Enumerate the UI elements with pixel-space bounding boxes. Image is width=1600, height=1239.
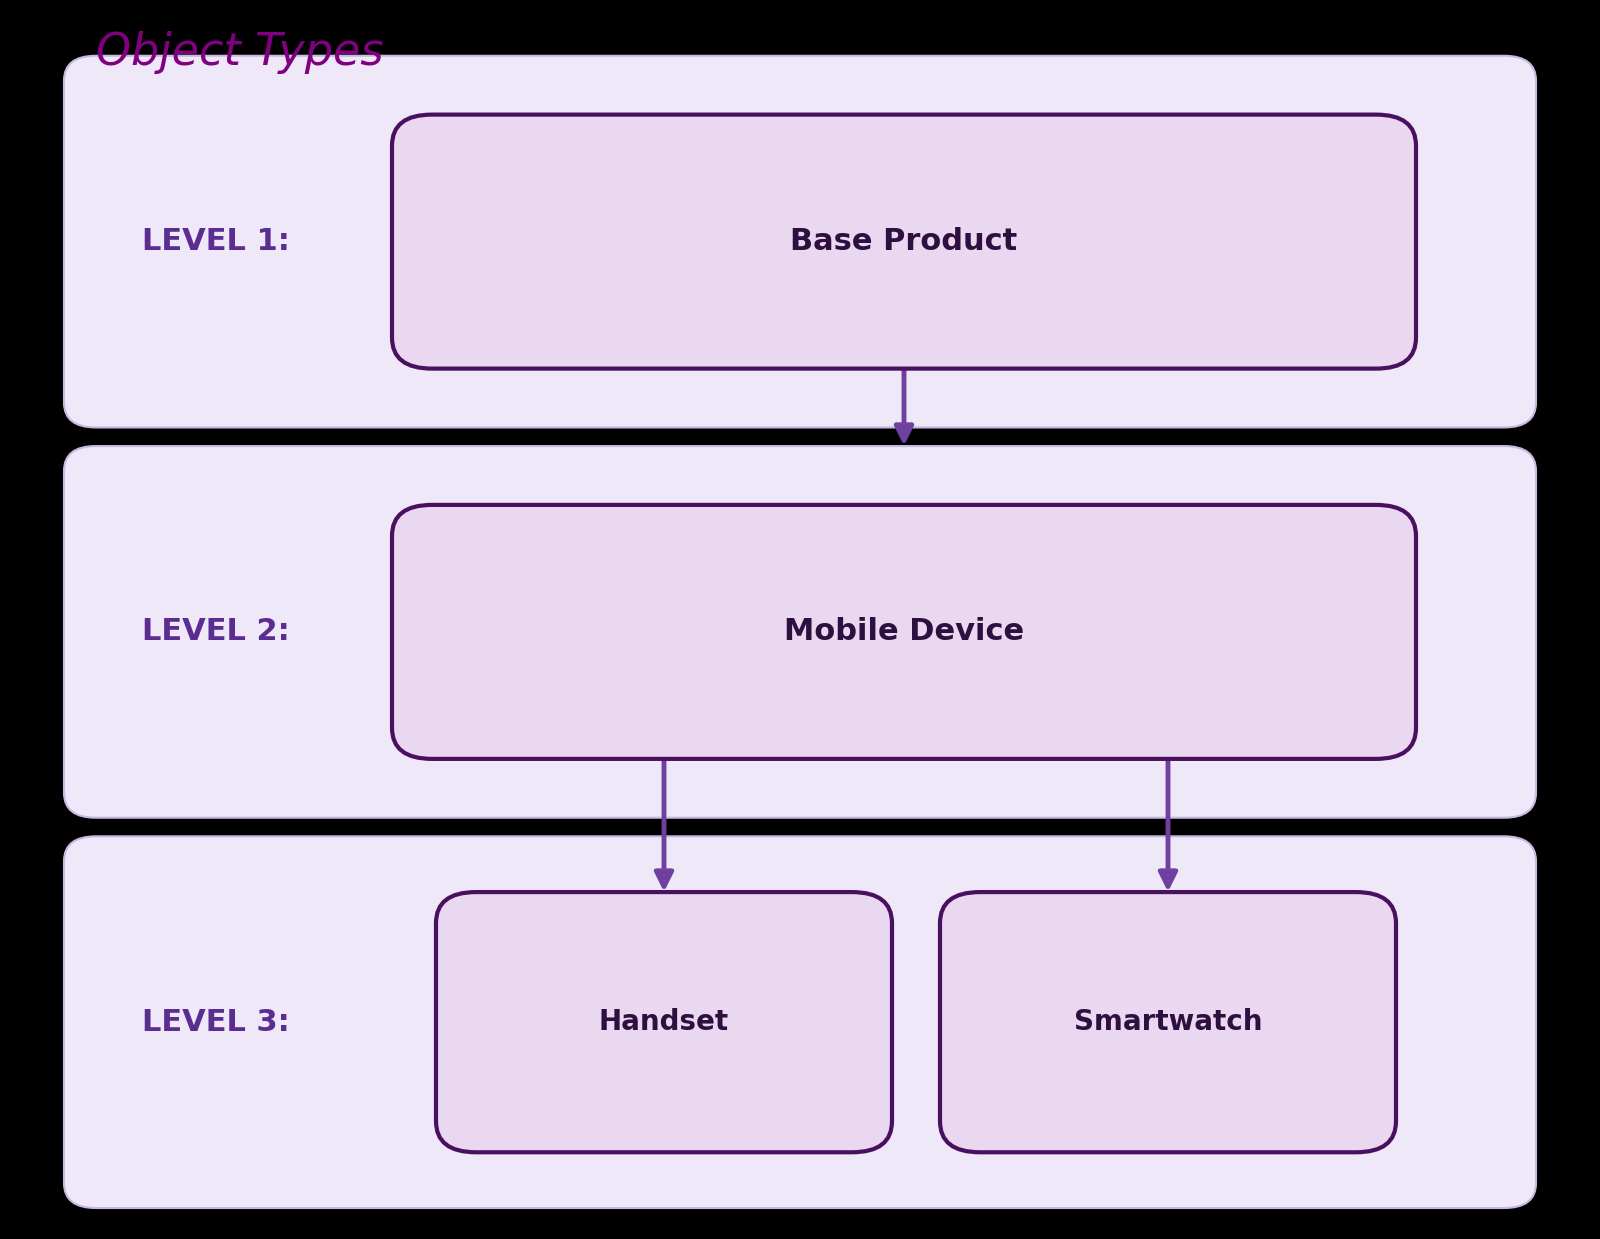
FancyBboxPatch shape [435, 892, 893, 1152]
Text: Mobile Device: Mobile Device [784, 617, 1024, 647]
Text: LEVEL 1:: LEVEL 1: [142, 227, 290, 256]
FancyBboxPatch shape [392, 506, 1416, 758]
FancyBboxPatch shape [941, 892, 1395, 1152]
Text: Object Types: Object Types [96, 31, 384, 74]
FancyBboxPatch shape [64, 836, 1536, 1208]
Text: Handset: Handset [598, 1009, 730, 1036]
FancyBboxPatch shape [392, 115, 1416, 369]
Text: Smartwatch: Smartwatch [1074, 1009, 1262, 1036]
Text: LEVEL 3:: LEVEL 3: [142, 1007, 290, 1037]
FancyBboxPatch shape [64, 56, 1536, 427]
FancyBboxPatch shape [64, 446, 1536, 818]
Text: LEVEL 2:: LEVEL 2: [142, 617, 290, 647]
Text: Base Product: Base Product [790, 227, 1018, 256]
